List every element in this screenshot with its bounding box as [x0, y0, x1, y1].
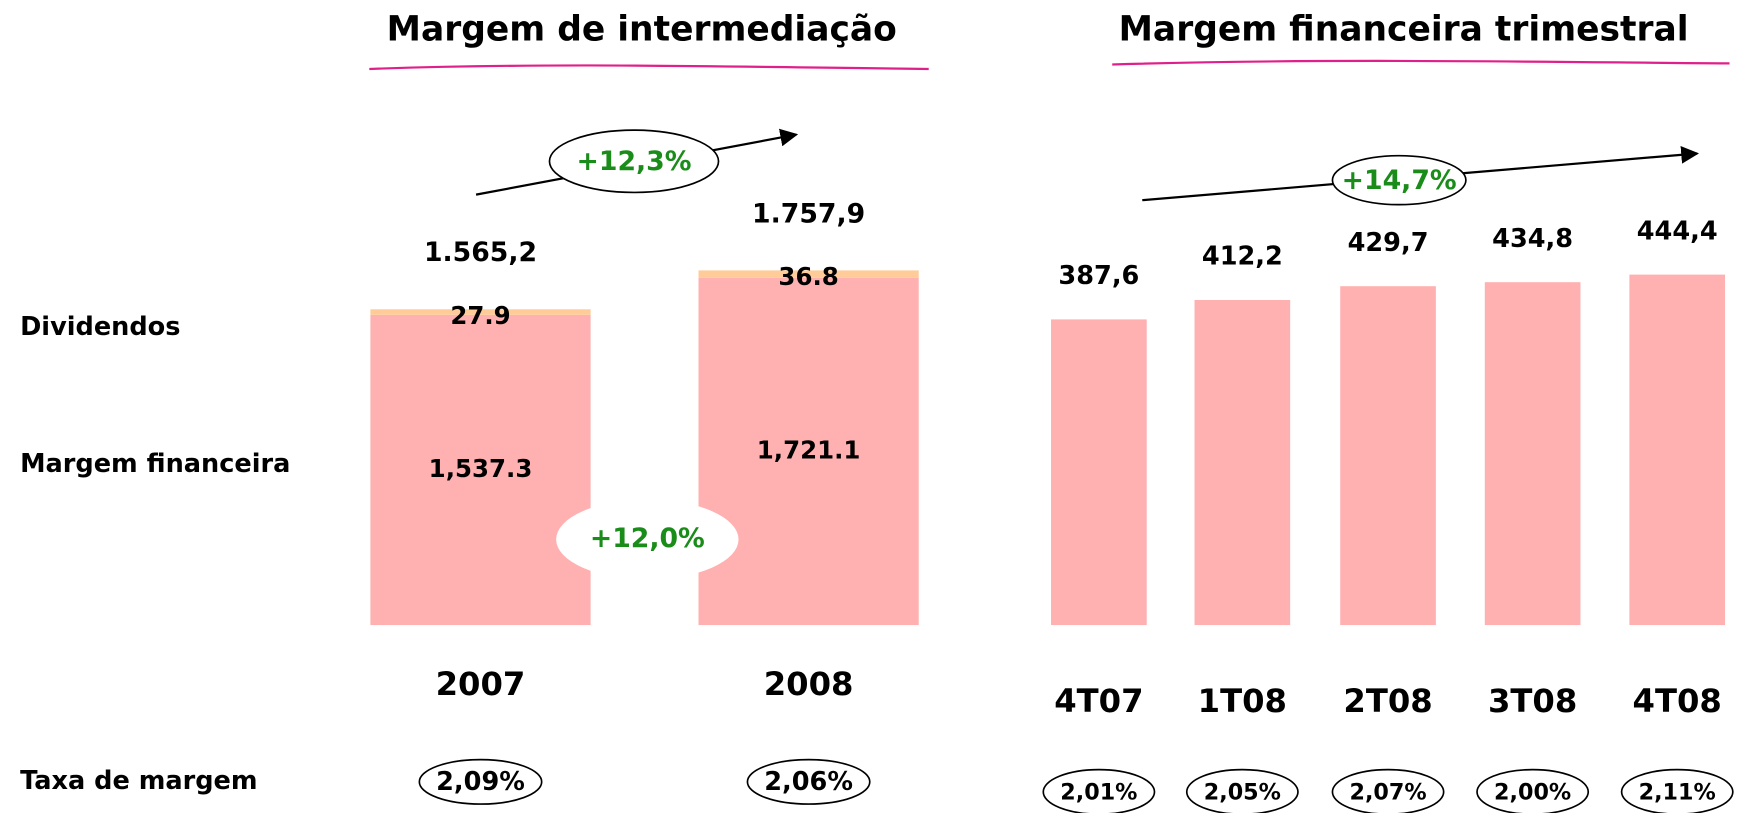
bar	[1629, 274, 1726, 626]
value-label: 27.9	[450, 301, 510, 330]
annotation-ellipse	[548, 129, 720, 194]
bar-segment	[698, 270, 919, 278]
x-tick-label: 1T08	[1198, 682, 1287, 720]
rate-label: 2,07%	[1349, 779, 1426, 805]
x-tick-label: 4T08	[1633, 682, 1722, 720]
rate-label: 2,06%	[764, 767, 853, 797]
value-label: 387,6	[1058, 261, 1139, 291]
rate-ellipse	[1042, 768, 1156, 813]
bar	[1194, 300, 1291, 626]
value-label: 429,7	[1348, 228, 1429, 258]
row-label: Taxa de margem	[20, 766, 257, 796]
rate-label: 2,09%	[436, 767, 525, 797]
rate-label: 2,01%	[1060, 779, 1137, 805]
annotation-ellipse	[556, 499, 739, 580]
rate-ellipse	[1476, 768, 1590, 813]
rate-ellipse	[418, 758, 543, 805]
total-label: 1.757,9	[752, 198, 865, 229]
legend-label: Dividendos	[20, 312, 180, 342]
rate-label: 2,11%	[1639, 779, 1716, 805]
chart-title: Margem de intermediação	[387, 10, 897, 50]
bar	[1340, 286, 1436, 626]
title-underline	[1112, 59, 1730, 66]
bar-segment	[370, 309, 591, 315]
chart-title: Margem financeira trimestral	[1119, 10, 1689, 50]
value-label: 444,4	[1637, 216, 1718, 246]
value-label: 1,721.1	[757, 435, 861, 464]
rate-ellipse	[746, 758, 871, 805]
rate-ellipse	[1331, 768, 1445, 813]
x-tick-label: 2008	[764, 665, 854, 703]
legend-label: Margem financeira	[20, 449, 290, 479]
x-tick-label: 2T08	[1343, 682, 1432, 720]
value-label: 434,8	[1492, 224, 1573, 254]
rate-ellipse	[1185, 768, 1299, 813]
bar	[1484, 282, 1581, 626]
x-tick-label: 2007	[436, 665, 526, 703]
x-tick-label: 3T08	[1488, 682, 1577, 720]
annotation: +12,0%	[590, 523, 705, 554]
rate-ellipse	[1620, 768, 1734, 813]
title-underline	[369, 64, 929, 71]
annotation: +14,7%	[1342, 165, 1457, 196]
value-label: 36.8	[778, 262, 838, 291]
bar-segment	[698, 277, 919, 626]
rate-label: 2,05%	[1204, 779, 1281, 805]
annotation-ellipse	[1331, 154, 1467, 206]
rate-label: 2,00%	[1494, 779, 1571, 805]
value-label: 412,2	[1202, 242, 1283, 272]
x-tick-label: 4T07	[1054, 682, 1143, 720]
value-label: 1,537.3	[429, 454, 533, 483]
annotation: +12,3%	[577, 146, 692, 177]
total-label: 1.565,2	[424, 237, 537, 268]
bar-segment	[370, 314, 591, 626]
bar	[1051, 319, 1147, 626]
